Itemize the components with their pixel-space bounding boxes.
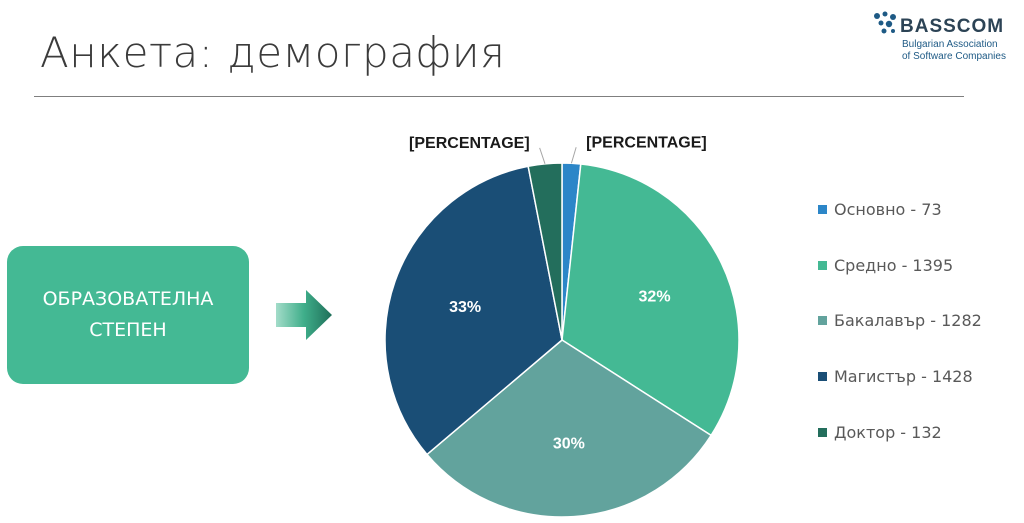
legend-label: Доктор - 132 xyxy=(834,422,942,442)
legend-label: Основно - 73 xyxy=(834,200,942,219)
slice-label-2: 32% xyxy=(639,289,671,306)
slide-title: Анкета: демография xyxy=(40,28,506,77)
logo-subtitle-line2: of Software Companies xyxy=(902,51,1006,62)
leader-line-5 xyxy=(539,147,546,164)
legend-swatch xyxy=(818,260,827,270)
legend-swatch xyxy=(818,427,827,437)
molecule-logo-icon xyxy=(874,11,896,34)
category-label-line2: СТЕПЕН xyxy=(89,319,167,341)
slice-label-5: [PERCENTAGE] xyxy=(409,135,530,152)
legend-swatch xyxy=(818,372,827,382)
slice-label-1: [PERCENTAGE] xyxy=(586,134,707,151)
leader-line-1 xyxy=(570,147,577,164)
slice-label-3: 30% xyxy=(553,435,585,452)
category-label-line1: ОБРАЗОВАТЕЛНА xyxy=(42,288,214,310)
category-label: ОБРАЗОВАТЕЛНА СТЕПЕН xyxy=(18,284,238,346)
right-arrow-icon xyxy=(276,290,332,340)
legend-swatch xyxy=(818,205,827,214)
logo-name: BASSCOM xyxy=(900,16,1005,37)
basscom-logo: BASSCOM Bulgarian Association of Softwar… xyxy=(872,10,1012,68)
legend-label: Средно - 1395 xyxy=(834,255,954,275)
pie-slice-4 xyxy=(384,165,563,456)
logo-subtitle-line1: Bulgarian Association xyxy=(902,39,998,50)
category-box: ОБРАЗОВАТЕЛНА СТЕПЕН xyxy=(7,246,249,384)
title-divider xyxy=(34,96,964,97)
pie-slice-3 xyxy=(425,339,713,518)
legend-label: Бакалавър - 1282 xyxy=(834,311,982,331)
legend-label: Магистър - 1428 xyxy=(834,367,973,387)
legend-swatch xyxy=(818,316,827,326)
slice-label-4: 33% xyxy=(449,299,481,316)
